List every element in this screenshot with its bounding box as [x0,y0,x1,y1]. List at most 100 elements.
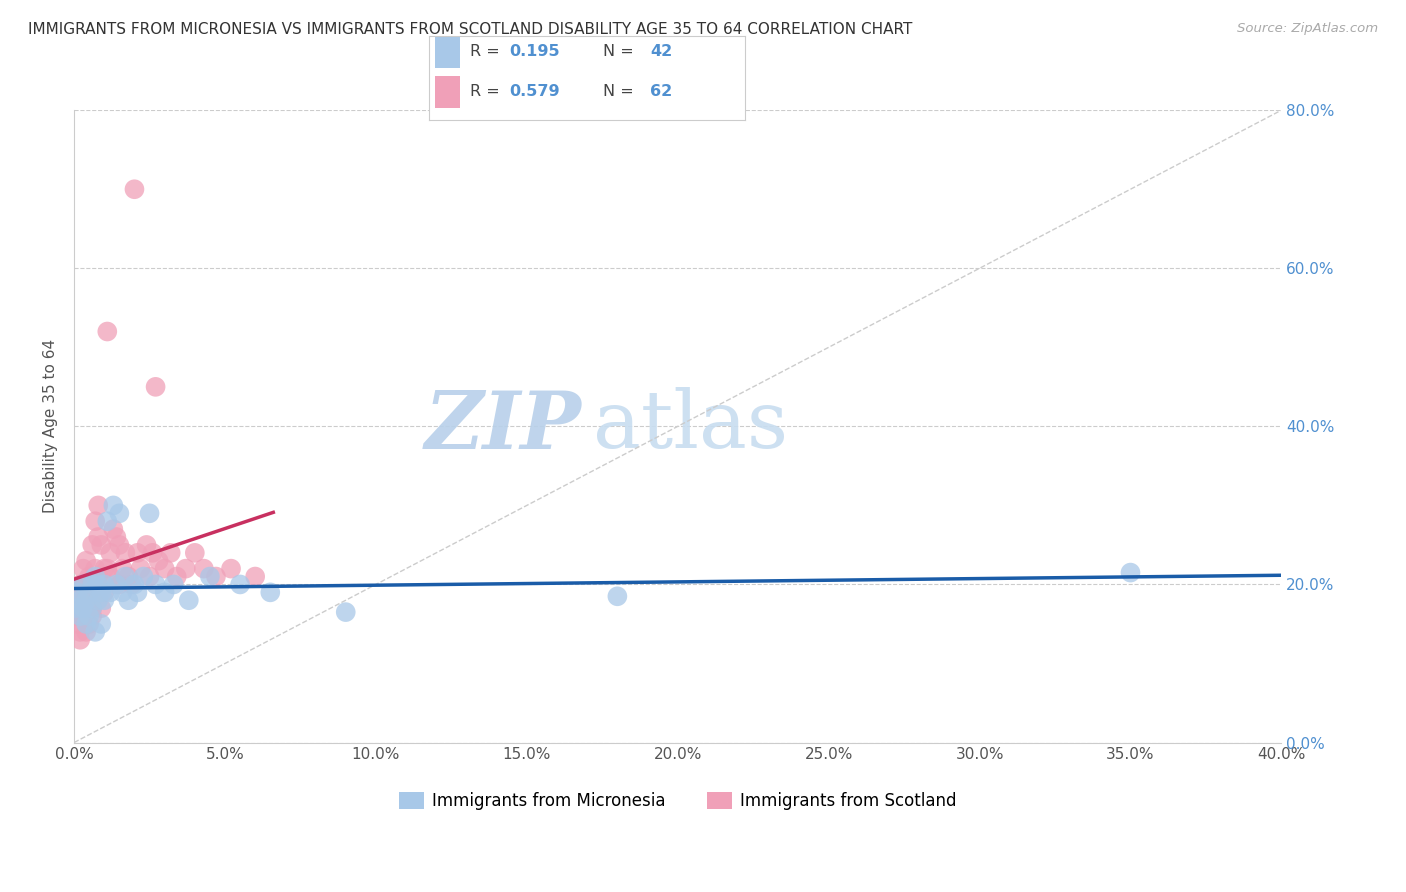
Point [1119,566,1142,580]
Point [82,538,104,552]
Bar [436,36,461,68]
Y-axis label: Disability Age 35 to 64: Disability Age 35 to 64 [44,339,58,514]
Text: 62: 62 [651,84,672,99]
Point [90,538,112,552]
Point [77,617,100,632]
Point [82,609,104,624]
Point [142,546,165,560]
Text: R =: R = [470,45,505,59]
Point [75,554,97,568]
Point [108,506,131,520]
Point [84,561,107,575]
Bar [436,76,461,108]
Point [87,569,110,583]
Point [96,514,118,528]
Point [96,561,118,575]
Legend: Immigrants from Micronesia, Immigrants from Scotland: Immigrants from Micronesia, Immigrants f… [392,785,963,816]
Point [87,530,110,544]
Text: 0.579: 0.579 [509,84,560,99]
Point [72,577,94,591]
Point [77,585,100,599]
Point [105,530,128,544]
Point [177,593,200,607]
Point [87,593,110,607]
Point [66,593,89,607]
Point [108,577,131,591]
Text: N =: N = [603,84,638,99]
Point [82,577,104,591]
Point [205,569,228,583]
Point [145,380,167,394]
Point [127,546,149,560]
Point [84,569,107,583]
Point [69,601,91,615]
Point [90,585,112,599]
Point [132,569,155,583]
Point [75,593,97,607]
Text: IMMIGRANTS FROM MICRONESIA VS IMMIGRANTS FROM SCOTLAND DISABILITY AGE 35 TO 64 C: IMMIGRANTS FROM MICRONESIA VS IMMIGRANTS… [28,22,912,37]
Point [105,577,128,591]
Point [138,506,160,520]
Point [93,577,115,591]
Point [77,609,100,624]
Point [114,546,136,560]
Point [111,561,134,575]
Point [98,585,121,599]
Point [103,499,125,513]
Point [114,569,136,583]
Point [127,585,149,599]
Point [87,585,110,599]
Text: 0.195: 0.195 [509,45,560,59]
Point [124,182,146,196]
Point [72,577,94,591]
Point [120,577,142,591]
Point [153,585,176,599]
Point [69,632,91,647]
Point [111,585,134,599]
Point [69,624,91,639]
Point [87,577,110,591]
Point [75,609,97,624]
Point [84,577,107,591]
Point [84,624,107,639]
Point [335,605,357,619]
Point [243,569,266,583]
Point [117,593,139,607]
Point [72,593,94,607]
Point [75,617,97,632]
Point [606,589,628,603]
Point [77,585,100,599]
Text: N =: N = [603,45,638,59]
Point [77,569,100,583]
Point [259,585,281,599]
Point [82,601,104,615]
Point [84,514,107,528]
Text: ZIP: ZIP [425,388,581,465]
Point [96,325,118,339]
Point [90,601,112,615]
Point [98,546,121,560]
Point [75,601,97,615]
Point [129,561,152,575]
Point [163,577,186,591]
Point [93,593,115,607]
Point [145,577,167,591]
Point [153,561,176,575]
Text: atlas: atlas [593,387,789,466]
Point [166,569,188,583]
Point [93,585,115,599]
Point [229,577,252,591]
Point [193,561,215,575]
Point [82,577,104,591]
Point [72,561,94,575]
Point [72,601,94,615]
Point [90,617,112,632]
Point [219,561,242,575]
Point [66,585,89,599]
Point [117,569,139,583]
Point [138,569,160,583]
Point [75,624,97,639]
Point [174,561,197,575]
Point [159,546,181,560]
Text: 42: 42 [651,45,672,59]
